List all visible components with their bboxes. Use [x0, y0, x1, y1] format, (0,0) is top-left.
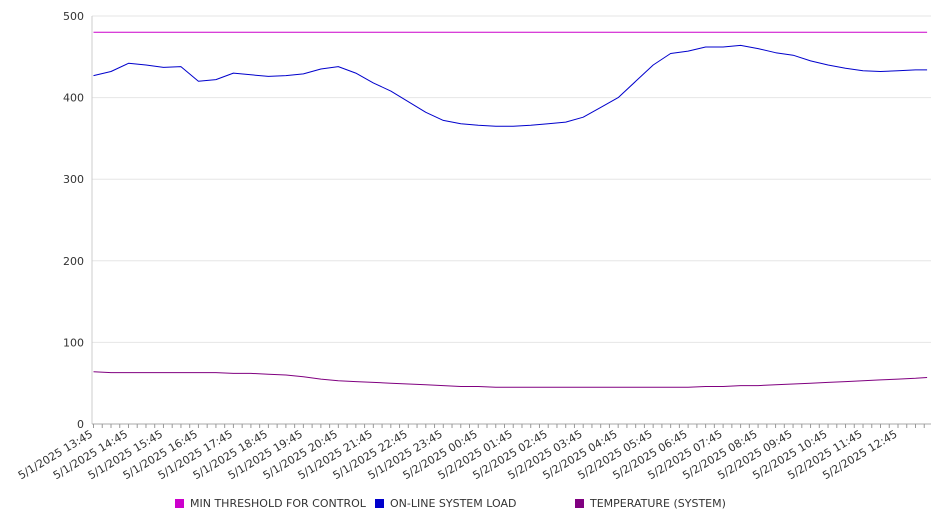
legend-item-system-load[interactable]: ON-LINE SYSTEM LOAD	[375, 497, 516, 510]
x-tick-labels: 5/1/2025 13:455/1/2025 14:455/1/2025 15:…	[16, 427, 900, 482]
axes	[91, 16, 931, 428]
y-tick-label-300: 300	[63, 173, 84, 186]
legend-label-system-load: ON-LINE SYSTEM LOAD	[390, 497, 517, 510]
legend-label-temperature: TEMPERATURE (SYSTEM)	[590, 497, 726, 510]
y-tick-label-0: 0	[77, 418, 84, 431]
y-tick-label-500: 500	[63, 10, 84, 23]
grid-lines	[92, 15, 931, 343]
legend-item-temperature[interactable]: TEMPERATURE (SYSTEM)	[575, 497, 726, 510]
legend: MIN THRESHOLD FOR CONTROL ON-LINE SYSTEM…	[0, 497, 946, 515]
legend-swatch-min-threshold	[175, 499, 184, 508]
y-tick-label-100: 100	[63, 336, 84, 349]
legend-swatch-temperature	[575, 499, 584, 508]
y-tick-label-200: 200	[63, 255, 84, 268]
legend-swatch-system-load	[375, 499, 384, 508]
legend-item-min-threshold[interactable]: MIN THRESHOLD FOR CONTROL	[175, 497, 366, 510]
series-line-2	[93, 371, 928, 388]
y-tick-labels: 0 100 200 300 400 500	[63, 10, 84, 431]
series-lines	[93, 31, 928, 388]
y-tick-label-400: 400	[63, 92, 84, 105]
legend-label-min-threshold: MIN THRESHOLD FOR CONTROL	[190, 497, 366, 510]
series-line-1	[93, 44, 928, 127]
